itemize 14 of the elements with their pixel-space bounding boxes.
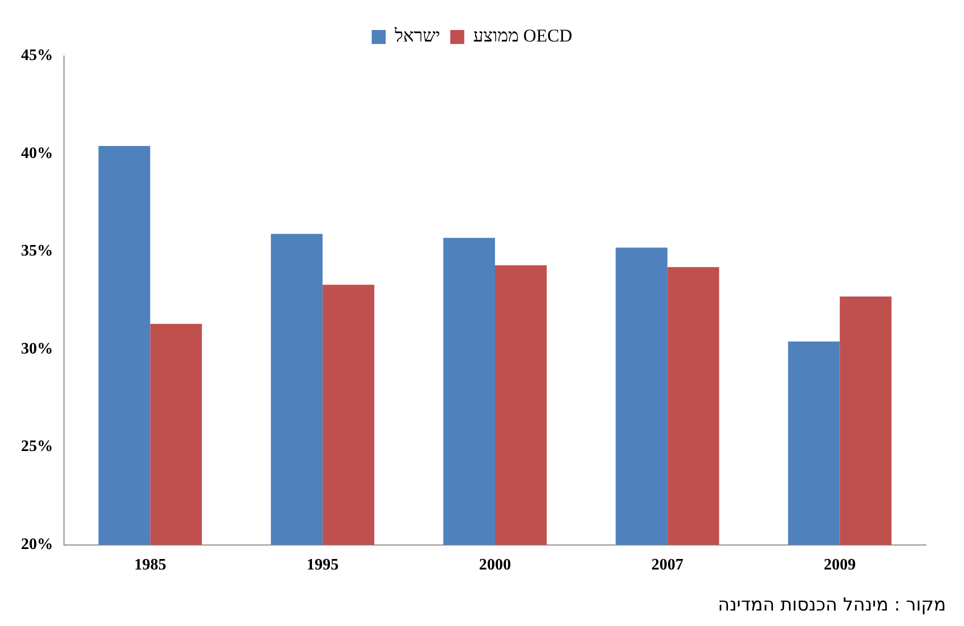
text: מקור : מינהל הכנסות המדינה xyxy=(718,594,946,616)
x-tick-label: 1985 xyxy=(134,556,166,574)
y-tick-label: 30% xyxy=(21,340,53,358)
x-tick-label: 1995 xyxy=(306,556,339,574)
x-tick-label: 2007 xyxy=(651,556,684,574)
y-tick-label: 25% xyxy=(21,438,53,456)
y-tick-label: 20% xyxy=(21,536,53,553)
x-tick-label: 2009 xyxy=(824,556,856,574)
y-tick-label: 45% xyxy=(21,47,53,64)
y-tick-label: 40% xyxy=(21,144,53,162)
y-tick-label: 35% xyxy=(21,242,53,260)
x-tick-label: 2000 xyxy=(479,556,511,574)
legend-label: ישראל xyxy=(394,26,440,46)
legend-label: ממוצע OECD xyxy=(473,26,572,46)
